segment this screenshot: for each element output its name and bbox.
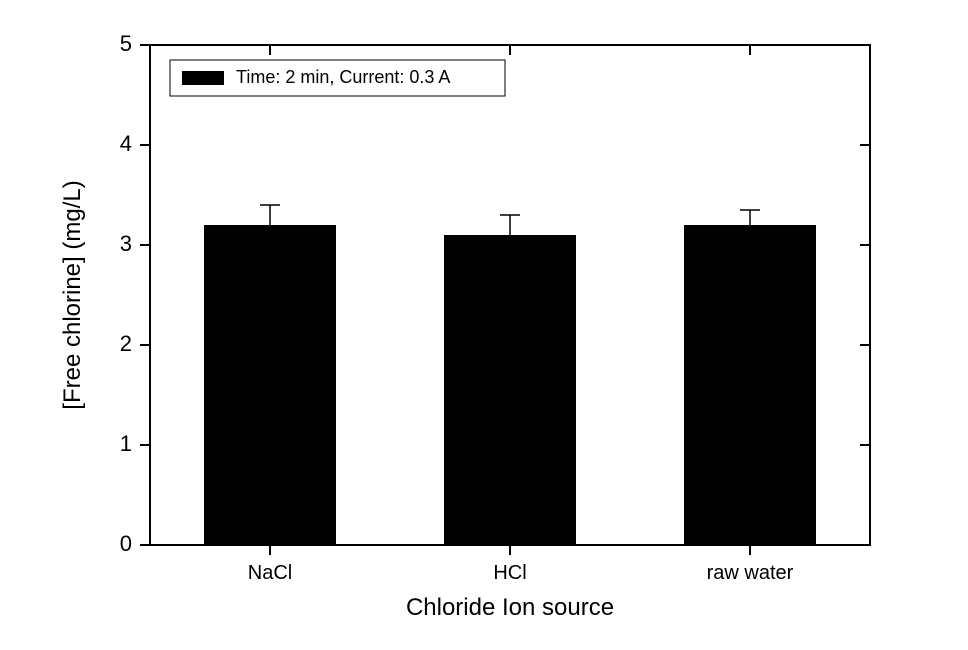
chart-container: 0 1 2 3 4 5 NaCl HCl raw water Chloride Ion sourc…: [0, 0, 968, 650]
y-tick-label: 0: [120, 531, 132, 556]
bar-chart: 0 1 2 3 4 5 NaCl HCl raw water Chloride Ion sourc…: [0, 0, 968, 650]
y-tick-label: 5: [120, 31, 132, 56]
legend-swatch: [182, 71, 224, 85]
x-category-label: NaCl: [248, 562, 292, 584]
x-category-label: raw water: [707, 562, 794, 584]
bar: [444, 235, 576, 545]
x-axis-label: Chloride Ion source: [406, 594, 614, 621]
y-axis-label: [Free chlorine] (mg/L): [59, 180, 86, 409]
y-tick-label: 2: [120, 331, 132, 356]
y-tick-label: 4: [120, 131, 132, 156]
y-tick-label: 3: [120, 231, 132, 256]
y-tick-label: 1: [120, 431, 132, 456]
bar: [684, 225, 816, 545]
legend-label: Time: 2 min, Current: 0.3 A: [236, 67, 450, 87]
bar: [204, 225, 336, 545]
x-category-label: HCl: [493, 562, 526, 584]
